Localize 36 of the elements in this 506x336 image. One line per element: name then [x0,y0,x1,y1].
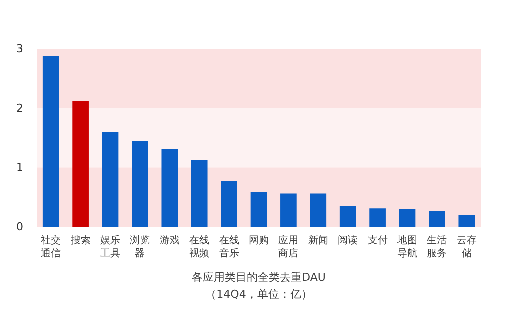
x-tick-label: 地图导航 [396,234,418,260]
x-tick-label: 云存储 [456,234,477,260]
x-tick-label: 游戏 [160,234,180,246]
bar [399,209,416,227]
x-tick-label: 生活服务 [427,234,448,260]
bar [42,56,60,227]
x-tick-label: 在线视频 [190,234,210,260]
x-tick-label: 新闻 [308,234,328,246]
y-tick-label: 2 [16,102,24,115]
bar [250,192,268,227]
x-tick-label: 支付 [368,234,388,246]
y-tick-label: 3 [16,42,24,56]
x-tick-label: 搜索 [70,234,91,246]
bar [72,101,89,227]
bar [310,194,327,227]
bar [458,215,476,227]
text: 各应用类目的全类去重DAU [192,271,326,284]
bar [280,194,297,227]
bar [162,149,178,227]
x-tick-label: 娱乐工具 [100,234,121,260]
y-tick-label: 0 [16,220,24,234]
y-tick-label: 1 [16,161,24,174]
bar [102,132,119,227]
x-tick-label: 社交通信 [41,234,62,260]
bar [370,208,386,227]
x-tick-label: 在线音乐 [219,234,240,260]
bar [340,206,356,227]
text: （14Q4，单位：亿） [206,288,312,301]
x-tick-label: 浏览器 [130,234,150,260]
bar [429,210,446,227]
bar [191,160,208,227]
bar [221,181,238,227]
x-tick-label: 网购 [249,236,269,246]
x-tick-label: 阅读 [338,234,358,246]
x-tick-label: 应用商店 [278,234,299,260]
bar [132,142,148,227]
